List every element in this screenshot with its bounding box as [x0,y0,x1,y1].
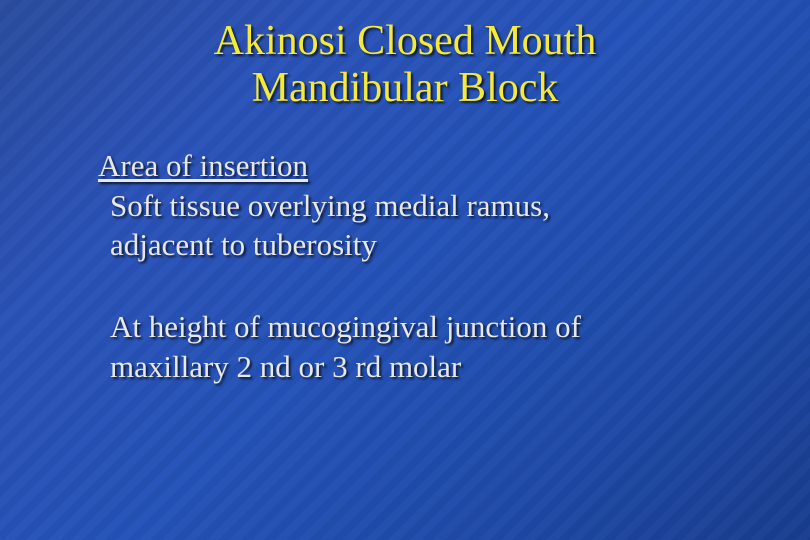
title-line-2: Mandibular Block [252,65,559,111]
para1-line2: adjacent to tuberosity [110,227,377,262]
para1-line1: Soft tissue overlying medial ramus, [110,188,550,223]
title-line-1: Akinosi Closed Mouth [214,18,597,64]
body-paragraph-2: At height of mucogingival junction of ma… [98,307,720,386]
para2-line2: maxillary 2 nd or 3 rd molar [110,349,461,384]
body-heading: Area of insertion [98,146,720,186]
slide-title: Akinosi Closed Mouth Mandibular Block [60,18,750,112]
slide: Akinosi Closed Mouth Mandibular Block Ar… [0,0,810,540]
para2-line1: At height of mucogingival junction of [110,309,581,344]
body-paragraph-1: Soft tissue overlying medial ramus, adja… [98,186,720,265]
slide-body: Area of insertion Soft tissue overlying … [60,146,750,386]
